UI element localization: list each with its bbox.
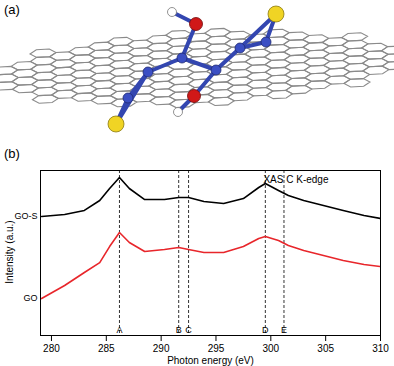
svg-text:290: 290: [153, 343, 170, 354]
svg-text:XAS C K-edge: XAS C K-edge: [263, 174, 328, 185]
svg-text:295: 295: [208, 343, 225, 354]
svg-text:D: D: [262, 325, 269, 335]
svg-text:280: 280: [43, 343, 60, 354]
svg-text:E: E: [281, 325, 287, 335]
svg-text:A: A: [116, 325, 122, 335]
svg-text:C: C: [185, 325, 192, 335]
html-text:Intensity (a.u.): Intensity (a.u.): [3, 220, 15, 284]
svg-text:GO-S: GO-S: [14, 211, 37, 221]
svg-text:305: 305: [317, 343, 334, 354]
svg-text:B: B: [176, 325, 182, 335]
html-text:(b): (b): [4, 146, 20, 161]
svg-text:310: 310: [372, 343, 389, 354]
svg-text:Photon energy (eV): Photon energy (eV): [167, 355, 254, 366]
svg-text:285: 285: [98, 343, 115, 354]
html-text:(a): (a): [4, 2, 20, 17]
svg-text:300: 300: [262, 343, 279, 354]
svg-text:GO: GO: [23, 293, 37, 303]
